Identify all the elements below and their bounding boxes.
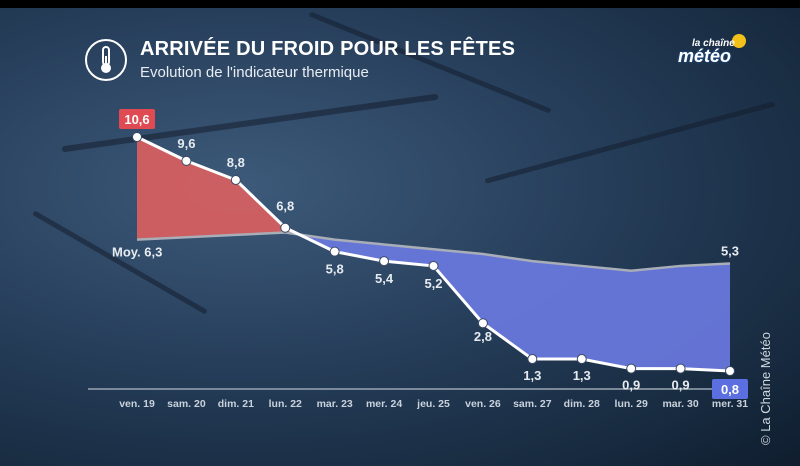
- data-label: 0,9: [622, 378, 640, 393]
- x-tick-label: lun. 22: [269, 398, 302, 410]
- data-label: 5,2: [424, 276, 442, 291]
- x-tick-label: sam. 27: [513, 398, 552, 410]
- data-point: [329, 246, 340, 257]
- x-tick-label: sam. 20: [167, 398, 206, 410]
- data-point: [725, 366, 735, 376]
- page-title: ARRIVÉE DU FROID POUR LES FÊTES: [140, 38, 516, 60]
- data-label: 6,8: [276, 199, 294, 214]
- data-label: 10,6: [124, 112, 149, 127]
- data-point: [230, 174, 241, 185]
- data-point: [280, 222, 291, 233]
- value-badge: [712, 379, 748, 399]
- data-point: [181, 155, 192, 166]
- data-label: 1,3: [573, 368, 591, 383]
- data-label: 0,8: [721, 382, 739, 397]
- data-label: 0,9: [672, 378, 690, 393]
- data-point: [428, 260, 439, 271]
- value-badge: [119, 109, 155, 129]
- logo-brand-text: météo: [678, 46, 732, 66]
- data-point: [626, 363, 637, 374]
- page-subtitle: Evolution de l'indicateur thermique: [140, 64, 369, 81]
- x-tick-label: mer. 31: [712, 398, 748, 410]
- x-tick-label: ven. 19: [119, 398, 155, 410]
- area-above-average: [137, 137, 730, 271]
- average-line: [136, 231, 731, 272]
- average-start-label: Moy. 6,3: [112, 245, 162, 260]
- data-label: 5,8: [326, 262, 344, 277]
- x-tick-label: dim. 28: [564, 398, 600, 410]
- x-tick-label: mar. 23: [317, 398, 353, 410]
- x-tick-label: mar. 30: [662, 398, 698, 410]
- logo-small-text: la chaîne: [692, 38, 735, 49]
- area-below-average: [137, 232, 730, 371]
- copyright-text: © La Chaîne Météo: [758, 332, 773, 445]
- thermometer-icon: [85, 39, 127, 81]
- x-tick-label: jeu. 25: [416, 398, 450, 410]
- data-label: 9,6: [177, 136, 195, 151]
- data-point: [675, 363, 686, 374]
- data-label: 5,4: [375, 271, 394, 286]
- top-letterbox: [0, 0, 800, 8]
- data-label: 8,8: [227, 155, 245, 170]
- x-tick-label: ven. 26: [465, 398, 501, 410]
- data-point: [379, 256, 390, 267]
- x-tick-label: lun. 29: [615, 398, 648, 410]
- data-label: 1,3: [523, 368, 541, 383]
- data-label: 2,8: [474, 329, 492, 344]
- data-point: [132, 132, 142, 142]
- sun-icon: [732, 34, 746, 48]
- data-point: [477, 318, 488, 329]
- x-tick-label: mer. 24: [366, 398, 402, 410]
- x-tick-label: dim. 21: [218, 398, 254, 410]
- data-point: [527, 354, 538, 365]
- data-point: [576, 354, 587, 365]
- average-end-label: 5,3: [721, 244, 739, 259]
